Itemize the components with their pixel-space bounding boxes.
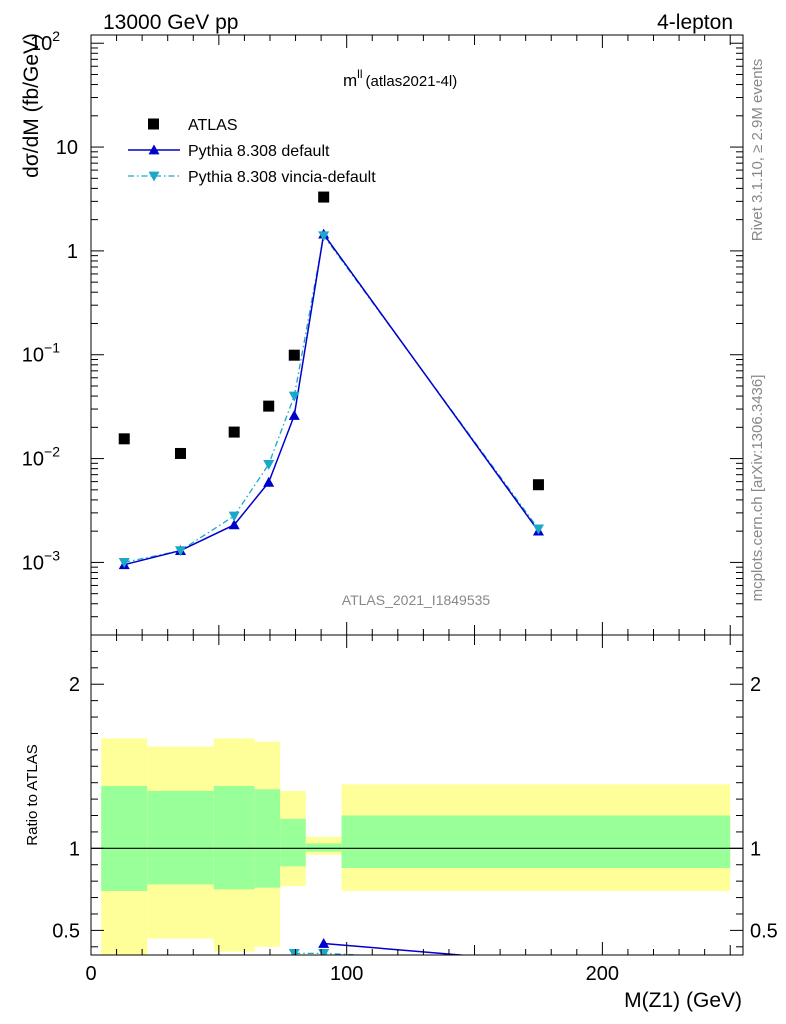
y-tick-label-exponent: −2: [44, 444, 60, 460]
y-tick-label: 10: [56, 137, 78, 159]
y-tick-label: 10−3: [22, 547, 60, 574]
point-vincia: [118, 558, 130, 568]
point-vincia: [263, 459, 275, 470]
legend-label: Pythia 8.308 default: [188, 143, 330, 160]
point-atlas: [263, 400, 275, 412]
main-y-axis-label: dσ/dM (fb/GeV): [20, 33, 43, 178]
rivet-label: Rivet 3.1.10, ≥ 2.9M events: [749, 59, 766, 242]
uncertainty-band-inner: [213, 785, 255, 890]
series-line-vincia: [124, 234, 539, 564]
y-tick-label-base: 10: [22, 449, 44, 471]
point-atlas: [174, 447, 186, 459]
y-tick-label-base: 10: [30, 33, 52, 55]
point-default: [288, 409, 300, 420]
ratio-point-default: [318, 938, 330, 948]
ratio-y-axis-label: Ratio to ATLAS: [24, 744, 41, 845]
y-tick-label: 10−2: [22, 444, 60, 471]
ratio-y-tick-label: 2: [69, 674, 80, 696]
plot-title-note: (atlas2021-4l): [366, 73, 458, 90]
header-right: 4-lepton: [657, 11, 733, 34]
ratio-y-tick-label-right: 0.5: [750, 920, 778, 942]
legend-label: ATLAS: [188, 117, 238, 134]
point-atlas: [288, 349, 300, 361]
ratio-line-default: [323, 942, 470, 955]
uncertainty-band-inner: [101, 785, 148, 891]
y-tick-label-base: 10: [22, 345, 44, 367]
y-tick-label: 102: [30, 28, 60, 55]
point-default: [263, 476, 275, 487]
ratio-frame: [90, 634, 744, 956]
point-vincia: [318, 231, 330, 242]
ratio-y-tick-label-right: 1: [750, 838, 761, 860]
point-atlas: [118, 433, 130, 445]
legend-marker-vincia: [148, 171, 160, 182]
plot-title: mll (atlas2021-4l): [343, 67, 457, 90]
legend-label: Pythia 8.308 vincia-default: [188, 169, 376, 186]
x-axis-label: M(Z1) (GeV): [624, 989, 742, 1012]
uncertainty-band-inner: [254, 789, 281, 888]
ratio-point-vincia: [288, 948, 300, 955]
y-tick-label: 1: [67, 241, 78, 263]
y-tick-label-exponent: −1: [44, 340, 60, 356]
y-tick-label-base: 10: [22, 552, 44, 574]
plot-title-sup: ll: [357, 67, 362, 81]
point-vincia: [228, 511, 240, 522]
point-vincia: [174, 546, 186, 557]
ratio-content: [91, 738, 743, 955]
point-vincia: [532, 524, 544, 535]
y-tick-label: 10−1: [22, 340, 60, 367]
point-default: [228, 519, 240, 530]
point-atlas: [532, 479, 544, 491]
legend-marker-default: [148, 144, 160, 155]
legend: ATLAS Pythia 8.308 default Pythia 8.308 vi…: [128, 117, 376, 186]
mcplots-label: mcplots.cern.ch [arXiv:1306.3436]: [749, 375, 766, 602]
series-line-default: [124, 232, 540, 566]
uncertainty-band-inner: [341, 815, 731, 869]
ratio-y-tick-label: 1: [69, 838, 80, 860]
ratio-y-tick-label-right: 2: [750, 674, 761, 696]
x-tick-label: 100: [330, 963, 363, 985]
uncertainty-band-inner: [280, 818, 306, 867]
ratio-point-vincia: [318, 948, 330, 955]
point-atlas: [228, 426, 240, 438]
ratio-y-tick-label: 0.5: [52, 920, 80, 942]
uncertainty-band-inner: [305, 843, 342, 852]
x-tick-label: 200: [586, 963, 619, 985]
y-tick-label-exponent: 2: [52, 28, 60, 44]
x-tick-label: 0: [85, 963, 96, 985]
watermark: ATLAS_2021_I1849535: [342, 592, 491, 608]
legend-marker-atlas: [148, 118, 159, 130]
point-atlas: [318, 191, 330, 203]
ratio-plot: 0.5 0.5 1 1 2 2 0 100 200: [52, 634, 778, 985]
y-tick-label-exponent: −3: [44, 547, 60, 563]
point-vincia: [288, 391, 300, 402]
header-left: 13000 GeV pp: [103, 11, 238, 34]
plot-title-main: m: [343, 71, 357, 90]
uncertainty-band-inner: [147, 790, 214, 885]
